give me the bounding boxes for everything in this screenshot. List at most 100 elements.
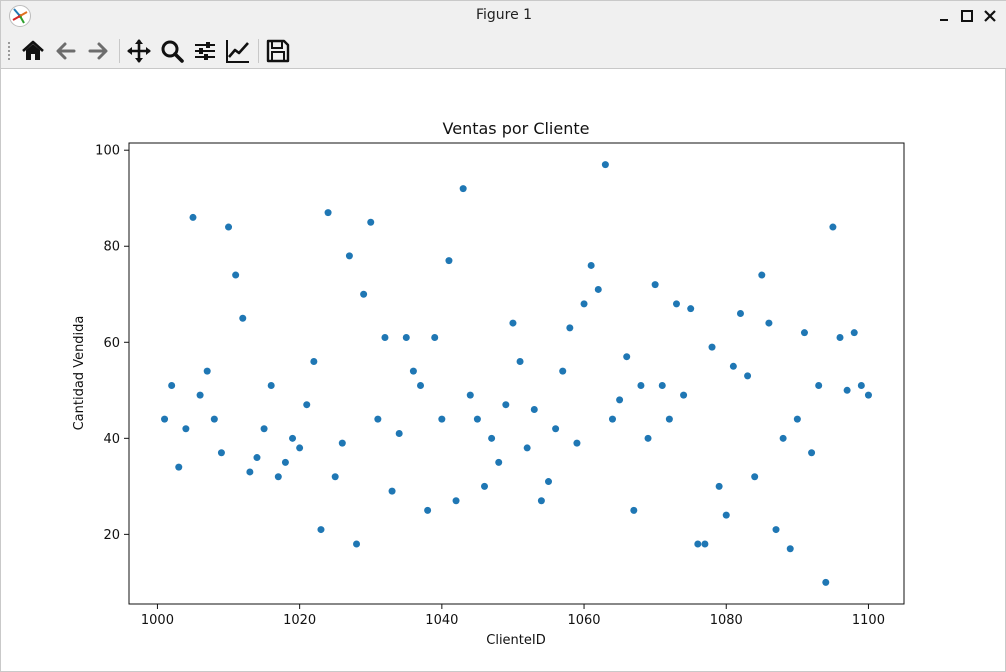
data-point [417,382,425,390]
edit-axes-lines-icon [226,40,249,63]
data-point [559,367,567,375]
title-bar: Figure 1 [1,1,1006,31]
data-point [168,382,176,390]
forward-arrow-icon [88,42,108,60]
data-point [815,382,823,390]
data-point [829,223,837,231]
data-point [367,218,375,226]
subplots-sliders-icon [195,42,215,60]
data-point [459,185,467,193]
data-point [637,382,645,390]
data-point [751,473,759,481]
x-tick-label: 1080 [710,613,743,628]
data-point [274,473,282,481]
data-point [246,468,254,476]
back-arrow-icon [56,42,76,60]
data-point [395,430,403,438]
data-point [431,333,439,341]
data-point [481,482,488,490]
data-point [715,482,723,490]
x-axis-label: ClienteID [486,633,545,648]
data-point [808,449,816,457]
data-point [452,497,460,505]
data-point [672,300,680,308]
data-point [388,487,396,495]
data-point [608,415,616,423]
zoom-button[interactable] [158,37,186,65]
data-point [381,333,389,341]
toolbar-separator [119,39,120,63]
x-tick-label: 1000 [141,613,174,628]
data-point [601,161,609,169]
window-title: Figure 1 [475,7,533,23]
data-point [488,434,496,442]
data-point [338,439,346,447]
data-point [196,391,204,399]
home-icon [22,40,44,60]
data-point [438,415,446,423]
y-axis-label: Cantidad Vendida [72,316,87,431]
data-point [239,314,247,322]
toolbar-separator [258,39,259,63]
x-tick-label: 1100 [852,613,885,628]
data-point [850,329,858,337]
save-button[interactable] [264,37,292,65]
data-point [722,511,730,519]
data-point [864,391,872,399]
data-point [729,362,737,370]
data-point [445,257,453,265]
data-point [509,319,517,327]
data-point [473,415,481,423]
zoom-magnifier-icon [161,40,184,63]
back-button[interactable] [52,37,80,65]
navigation-toolbar [1,31,1006,69]
data-point [665,415,673,423]
figure-canvas[interactable]: Ventas por Cliente 1000 1020 1040 1060 1080 1… [5,71,1003,669]
data-point [843,386,851,394]
data-point [317,526,325,534]
data-point [573,439,581,447]
data-point [779,434,787,442]
data-point [836,333,844,341]
data-point [765,319,773,327]
forward-button[interactable] [84,37,112,65]
data-point [374,415,382,423]
configure-subplots-button[interactable] [191,37,219,65]
data-point [253,454,261,462]
data-point [345,252,353,260]
pan-move-icon [127,39,151,63]
edit-axes-button[interactable] [224,37,252,65]
maximize-button[interactable] [958,7,976,25]
axes: 1000 1020 1040 1060 1080 1100 20 40 60 80 100 [95,144,885,628]
data-point [822,578,830,586]
close-button[interactable] [981,7,999,25]
x-tick-label: 1020 [283,613,316,628]
y-tick-label: 20 [103,528,120,543]
data-point [310,357,318,365]
data-point [409,367,417,375]
data-point [353,540,361,548]
chart-title: Ventas por Cliente [443,119,590,138]
x-tick-label: 1040 [425,613,458,628]
data-point [303,401,311,409]
x-tick-label: 1060 [567,613,600,628]
data-point [772,526,780,534]
data-point [786,545,794,553]
data-point [623,353,631,361]
data-point [210,415,218,423]
data-point [360,290,368,298]
data-point [289,434,297,442]
data-point [552,425,560,433]
home-button[interactable] [19,37,47,65]
minimize-button[interactable] [935,7,953,25]
y-tick-label: 40 [103,432,120,447]
data-point [857,382,865,390]
data-point [744,372,752,380]
data-point [260,425,268,433]
data-point [537,497,545,505]
maximize-icon [961,10,973,22]
pan-button[interactable] [125,37,153,65]
data-point [793,415,801,423]
data-point [680,391,688,399]
data-point [736,309,744,317]
